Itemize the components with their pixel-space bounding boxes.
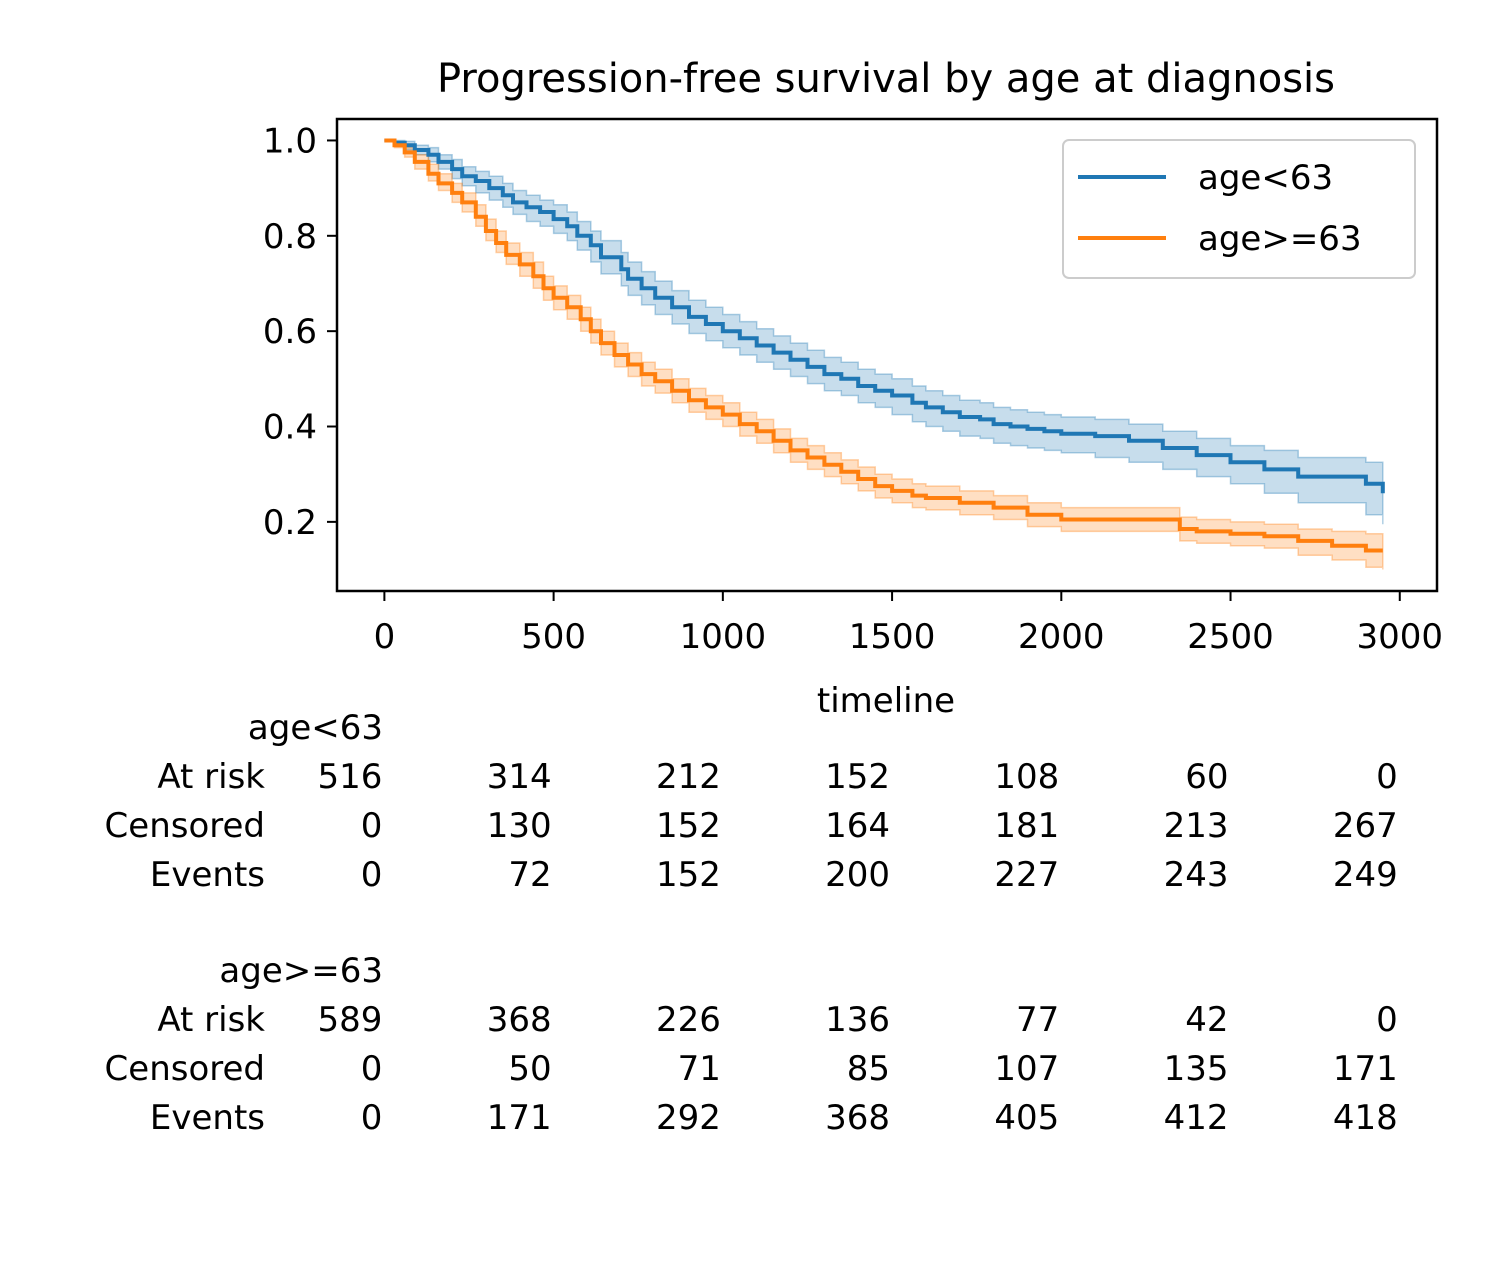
risk-cell: 412 xyxy=(1164,1098,1229,1138)
risk-cell: 72 xyxy=(508,855,551,895)
risk-cell: 164 xyxy=(825,806,890,846)
risk-cell: 135 xyxy=(1164,1049,1229,1089)
x-tick-label: 1500 xyxy=(849,617,936,657)
risk-cell: 108 xyxy=(994,757,1059,797)
risk-cell: 314 xyxy=(487,757,552,797)
risk-cell: 267 xyxy=(1333,806,1398,846)
chart-title: Progression-free survival by age at diag… xyxy=(437,56,1335,102)
risk-group-name: age>=63 xyxy=(219,951,383,991)
y-tick-label: 0.2 xyxy=(263,503,317,543)
y-tick-label: 1.0 xyxy=(263,121,317,161)
risk-cell: 200 xyxy=(825,855,890,895)
x-tick-label: 500 xyxy=(521,617,586,657)
risk-cell: 71 xyxy=(678,1049,721,1089)
survival-curves xyxy=(384,138,1385,553)
risk-cell: 212 xyxy=(656,757,721,797)
risk-cell: 60 xyxy=(1185,757,1228,797)
risk-cell: 0 xyxy=(361,806,383,846)
risk-cell: 589 xyxy=(317,1000,382,1040)
y-tick-label: 0.4 xyxy=(263,408,317,448)
risk-cell: 85 xyxy=(847,1049,890,1089)
legend-label-age-ge-63: age>=63 xyxy=(1198,219,1362,259)
risk-cell: 0 xyxy=(361,855,383,895)
risk-cell: 0 xyxy=(361,1098,383,1138)
plot-frame xyxy=(335,117,1439,593)
x-tick-label: 0 xyxy=(374,617,396,657)
risk-cell: 516 xyxy=(317,757,382,797)
risk-cell: 213 xyxy=(1164,806,1229,846)
risk-cell: 152 xyxy=(825,757,890,797)
risk-row-label: Events xyxy=(150,855,265,895)
risk-cell: 227 xyxy=(994,855,1059,895)
risk-row-label: Censored xyxy=(105,1049,265,1089)
risk-cell: 226 xyxy=(656,1000,721,1040)
risk-cell: 0 xyxy=(1376,1000,1398,1040)
survival-line-age-lt-63 xyxy=(384,138,1385,494)
x-axis: 0 500 1000 1500 2000 2500 3000 xyxy=(374,591,1443,657)
x-tick-label: 1000 xyxy=(680,617,767,657)
risk-cell: 171 xyxy=(1333,1049,1398,1089)
risk-cell: 107 xyxy=(994,1049,1059,1089)
x-tick-label: 2500 xyxy=(1187,617,1274,657)
risk-cell: 243 xyxy=(1164,855,1229,895)
x-tick-label: 2000 xyxy=(1018,617,1105,657)
risk-cell: 292 xyxy=(656,1098,721,1138)
risk-cell: 152 xyxy=(656,806,721,846)
y-tick-label: 0.6 xyxy=(263,312,317,352)
risk-row-label: Events xyxy=(150,1098,265,1138)
at-risk-table: age<63 At risk 516 314 212 152 108 60 0 Censored 0… xyxy=(105,708,1398,1138)
risk-cell: 130 xyxy=(487,806,552,846)
risk-cell: 368 xyxy=(825,1098,890,1138)
risk-row-label: At risk xyxy=(157,1000,265,1040)
legend-label-age-lt-63: age<63 xyxy=(1198,158,1333,198)
risk-row-label: At risk xyxy=(157,757,265,797)
legend-frame xyxy=(1062,139,1416,279)
risk-cell: 171 xyxy=(487,1098,552,1138)
x-axis-label: timeline xyxy=(817,681,955,721)
risk-cell: 249 xyxy=(1333,855,1398,895)
risk-row-label: Censored xyxy=(105,806,265,846)
risk-cell: 418 xyxy=(1333,1098,1398,1138)
risk-cell: 136 xyxy=(825,1000,890,1040)
risk-cell: 181 xyxy=(994,806,1059,846)
ci-band-age-lt-63 xyxy=(384,139,1384,525)
risk-cell: 42 xyxy=(1185,1000,1228,1040)
risk-cell: 77 xyxy=(1016,1000,1059,1040)
x-tick-label: 3000 xyxy=(1357,617,1444,657)
risk-cell: 50 xyxy=(508,1049,551,1089)
risk-cell: 0 xyxy=(1376,757,1398,797)
legend: age<63 age>=63 xyxy=(1062,139,1416,279)
risk-cell: 152 xyxy=(656,855,721,895)
risk-group-name: age<63 xyxy=(248,708,383,748)
y-axis: 0.2 0.4 0.6 0.8 1.0 xyxy=(263,121,337,543)
risk-cell: 405 xyxy=(994,1098,1059,1138)
survival-line-age-ge-63 xyxy=(384,138,1383,553)
y-tick-label: 0.8 xyxy=(263,217,317,257)
risk-cell: 368 xyxy=(487,1000,552,1040)
risk-cell: 0 xyxy=(361,1049,383,1089)
